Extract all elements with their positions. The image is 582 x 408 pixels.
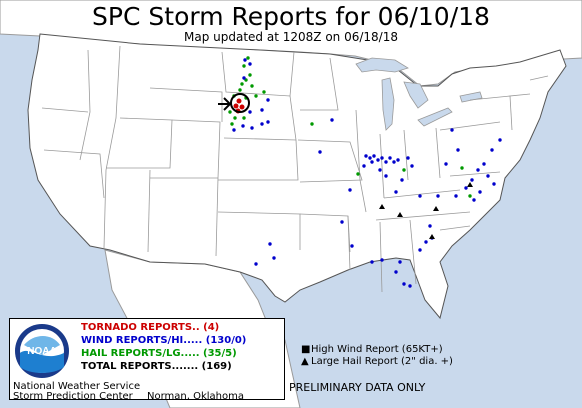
- wind-report: [340, 220, 343, 223]
- wind-report: [380, 156, 383, 159]
- wind-report: [418, 248, 421, 251]
- wind-report: [436, 194, 439, 197]
- wind-report: [242, 76, 245, 79]
- wind-report: [472, 198, 475, 201]
- wind-report: [388, 156, 391, 159]
- key-high-wind: ■High Wind Report (65KT+): [301, 344, 443, 355]
- hail-report: [254, 94, 257, 97]
- key-large-hail-label: Large Hail Report (2" dia. +): [311, 356, 453, 367]
- wind-report: [254, 262, 257, 265]
- wind-report: [498, 138, 501, 141]
- wind-report: [362, 164, 365, 167]
- legend-hail: HAIL REPORTS/LG..... (35/5): [81, 348, 237, 359]
- wind-report: [482, 162, 485, 165]
- wind-report: [456, 148, 459, 151]
- key-large-hail: ▲ Large Hail Report (2" dia. +): [301, 356, 453, 367]
- wind-report: [398, 260, 401, 263]
- key-high-wind-label: High Wind Report (65KT+): [311, 344, 443, 355]
- wind-report: [492, 182, 495, 185]
- hail-report: [248, 73, 251, 76]
- wind-report: [266, 120, 269, 123]
- wind-report: [248, 62, 251, 65]
- wind-report: [396, 158, 399, 161]
- wind-report: [380, 258, 383, 261]
- square-icon: ■: [301, 344, 309, 355]
- legend-tornado: TORNADO REPORTS.. (4): [81, 322, 219, 333]
- wind-report: [450, 128, 453, 131]
- map-subtitle: Map updated at 1208Z on 06/18/18: [0, 30, 582, 44]
- wind-report: [330, 118, 333, 121]
- wind-report: [394, 190, 397, 193]
- wind-report: [428, 224, 431, 227]
- hail-report: [310, 122, 313, 125]
- wind-report: [400, 178, 403, 181]
- noaa-logo-text: NOAA: [27, 346, 56, 357]
- wind-report: [410, 164, 413, 167]
- wind-report: [232, 128, 235, 131]
- wind-report: [260, 108, 263, 111]
- wind-report: [364, 154, 367, 157]
- legend-total: TOTAL REPORTS....... (169): [81, 361, 232, 372]
- hail-report: [468, 194, 471, 197]
- wind-report: [490, 148, 493, 151]
- hail-report: [238, 88, 241, 91]
- noaa-logo-icon: NOAA: [14, 323, 70, 379]
- wind-report: [406, 156, 409, 159]
- wind-report: [260, 122, 263, 125]
- legend-wind: WIND REPORTS/HI..... (130/0): [81, 335, 246, 346]
- wind-report: [266, 98, 269, 101]
- hail-report: [230, 122, 233, 125]
- wind-report: [370, 260, 373, 263]
- wind-report: [392, 160, 395, 163]
- hail-report: [240, 82, 243, 85]
- hail-report: [228, 110, 231, 113]
- wind-report: [318, 150, 321, 153]
- wind-report: [372, 154, 375, 157]
- map-title: SPC Storm Reports for 06/10/18: [0, 2, 582, 31]
- wind-report: [370, 160, 373, 163]
- hail-report: [242, 64, 245, 67]
- tornado-report: [234, 104, 239, 109]
- wind-report: [470, 178, 473, 181]
- preliminary-note: PRELIMINARY DATA ONLY: [289, 381, 425, 394]
- wind-report: [268, 242, 271, 245]
- wind-report: [248, 110, 251, 113]
- wind-report: [272, 256, 275, 259]
- hail-report: [460, 166, 463, 169]
- hail-report: [402, 168, 405, 171]
- tornado-report: [237, 99, 242, 104]
- hail-report: [356, 172, 359, 175]
- wind-report: [384, 174, 387, 177]
- wind-report: [376, 158, 379, 161]
- wind-report: [348, 188, 351, 191]
- hail-report: [250, 84, 253, 87]
- tornado-report: [240, 105, 245, 110]
- hail-report: [262, 90, 265, 93]
- legend-org-spc: Storm Prediction Center: [13, 391, 133, 402]
- wind-report: [394, 270, 397, 273]
- hail-report: [246, 56, 249, 59]
- triangle-icon: ▲: [301, 356, 309, 367]
- legend-location: Norman, Oklahoma: [147, 391, 244, 402]
- wind-report: [454, 194, 457, 197]
- wind-report: [478, 190, 481, 193]
- wind-report: [476, 168, 479, 171]
- wind-report: [424, 240, 427, 243]
- wind-report: [418, 194, 421, 197]
- wind-report: [350, 244, 353, 247]
- wind-report: [444, 162, 447, 165]
- wind-report: [384, 160, 387, 163]
- hail-report: [233, 116, 236, 119]
- wind-report: [408, 284, 411, 287]
- legend-box: NOAA TORNADO REPORTS.. (4) WIND REPORTS/…: [9, 318, 285, 400]
- wind-report: [368, 156, 371, 159]
- wind-report: [241, 124, 244, 127]
- wind-report: [250, 126, 253, 129]
- wind-report: [378, 168, 381, 171]
- hail-report: [242, 116, 245, 119]
- wind-report: [243, 58, 246, 61]
- wind-report: [486, 174, 489, 177]
- wind-report: [402, 282, 405, 285]
